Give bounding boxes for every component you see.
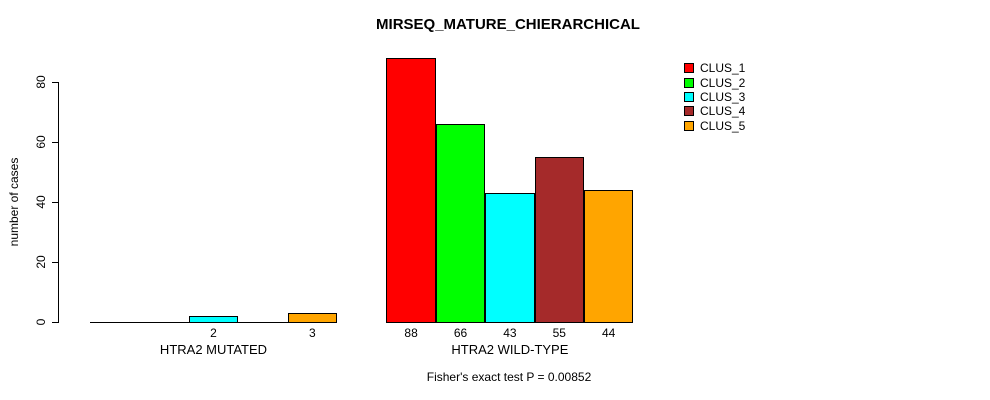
y-tick-label: 60	[34, 135, 48, 149]
legend-swatch-clus-2	[684, 77, 694, 88]
legend: CLUS_1 CLUS_2 CLUS_3 CLUS_4 CLUS_5	[684, 61, 745, 133]
bar-clus-4-htra2-wild-type	[534, 157, 584, 323]
x-category-label: HTRA2 MUTATED	[159, 342, 268, 357]
bar-clus-2-htra2-wild-type	[435, 124, 486, 323]
chart-title: MIRSEQ_MATURE_CHIERARCHICAL	[376, 16, 640, 33]
bar-clus-3-htra2-wild-type	[485, 193, 535, 323]
y-axis-tick	[52, 82, 58, 83]
legend-swatch-clus-3	[684, 91, 694, 102]
legend-label: CLUS_2	[700, 75, 746, 90]
legend-row-clus-3: CLUS_3	[684, 90, 745, 104]
bar-clus-5-htra2-mutated	[287, 313, 337, 323]
legend-row-clus-5: CLUS_5	[684, 119, 745, 133]
y-axis-tick	[52, 262, 58, 263]
bar-value-label: 44	[602, 326, 616, 340]
bar-clus-3-htra2-mutated	[188, 316, 239, 323]
bar-value-label: 2	[210, 326, 217, 340]
legend-row-clus-2: CLUS_2	[684, 75, 746, 90]
legend-label: CLUS_5	[700, 118, 746, 133]
y-axis-tick	[52, 322, 58, 323]
bar-clus-5-htra2-wild-type	[584, 190, 634, 323]
legend-swatch-clus-1	[684, 63, 694, 74]
bar-value-label: 66	[453, 326, 468, 340]
bar-value-label: 88	[404, 326, 418, 340]
legend-label: CLUS_4	[700, 104, 746, 119]
bar-value-label: 3	[308, 326, 316, 340]
legend-row-clus-1: CLUS_1	[684, 61, 745, 75]
y-axis-tick	[52, 142, 58, 143]
y-tick-label: 0	[34, 318, 48, 326]
y-axis-line	[58, 82, 59, 323]
x-category-label: HTRA2 WILD-TYPE	[451, 342, 569, 357]
legend-swatch-clus-5	[684, 120, 694, 131]
y-tick-label: 40	[34, 195, 48, 209]
bar-clus-1-htra2-wild-type	[386, 58, 436, 323]
y-tick-label: 20	[34, 255, 48, 269]
y-axis-tick	[52, 202, 58, 203]
legend-row-clus-4: CLUS_4	[684, 104, 745, 118]
legend-swatch-clus-4	[684, 106, 694, 117]
legend-label: CLUS_1	[700, 61, 746, 76]
fisher-test-note: Fisher's exact test P = 0.00852	[426, 370, 592, 384]
y-tick-label: 80	[34, 75, 48, 89]
y-axis-label: number of cases	[7, 157, 21, 247]
bar-value-label: 55	[552, 326, 566, 340]
legend-label: CLUS_3	[700, 89, 746, 104]
bar-value-label: 43	[503, 326, 517, 340]
